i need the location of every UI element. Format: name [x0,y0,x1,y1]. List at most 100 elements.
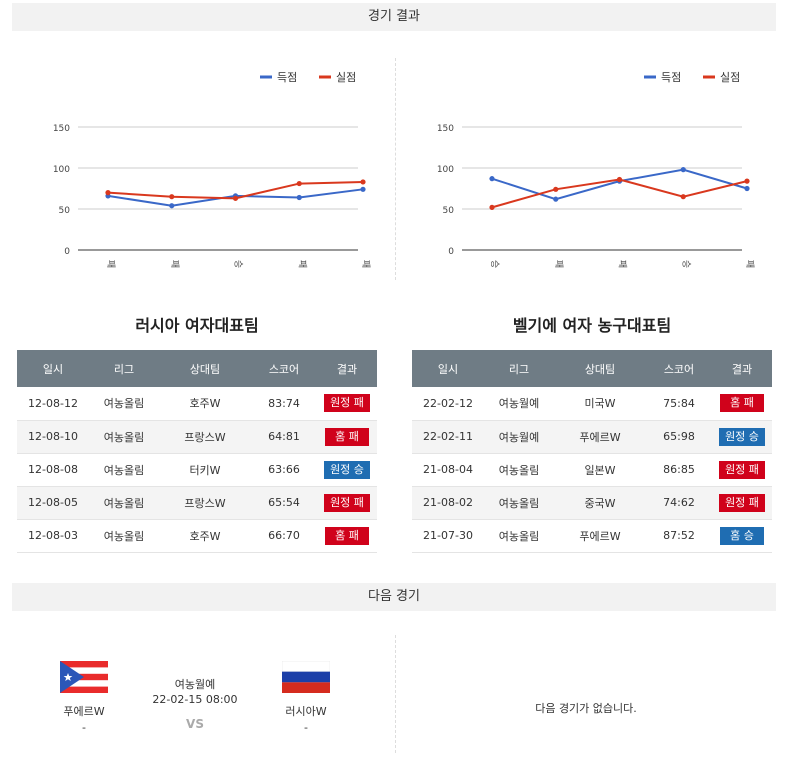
right-chart-svg: 득점 실점 150 100 50 0 승 패 패 승 패 [437,71,755,268]
result-cell: 홈 패 [317,519,377,553]
table-row[interactable]: 22-02-11 여농월예 푸에르W 65:98 원정 승 [412,420,772,454]
home-team-record: - [82,721,86,734]
next-match-panel: 푸에르W - 여농월예 22-02-15 08:00 VS 러시아W - [12,635,395,753]
date-cell: 22-02-12 [412,387,484,421]
league-cell: 여농올림 [89,420,159,454]
date-cell: 21-07-30 [412,519,484,553]
result-badge: 원정 패 [324,493,370,512]
column-header: 스코어 [646,350,712,387]
chart-legend: 득점 실점 [644,71,740,84]
date-cell: 21-08-02 [412,486,484,520]
conceded-series-point [105,190,111,196]
away-team-name: 러시아W [285,705,327,718]
legend-conceded-label: 실점 [720,71,740,84]
result-badge: 원정 승 [719,427,765,446]
result-cell: 원정 승 [712,420,772,454]
opponent-cell: 호주W [159,387,251,421]
league-cell: 여농월예 [484,387,554,421]
table-header-row: 일시 리그 상대팀 스코어 결과 [412,350,772,387]
table-row[interactable]: 12-08-05 여농올림 프랑스W 65:54 원정 패 [17,486,377,520]
conceded-series-point [360,179,366,185]
result-badge: 원정 패 [719,460,765,479]
result-badge: 원정 패 [324,394,370,413]
table-row[interactable]: 12-08-12 여농올림 호주W 83:74 원정 패 [17,387,377,421]
x-tick-label: 승 [680,260,691,268]
opponent-cell: 푸에르W [554,420,646,454]
scored-series-point [680,167,686,173]
scored-series-point [169,203,175,209]
russia-flag-icon [282,661,330,693]
score-cell: 63:66 [251,453,317,487]
league-cell: 여농올림 [484,519,554,553]
y-tick-label: 50 [59,206,71,216]
away-team[interactable]: 러시아W - [261,661,351,735]
legend-conceded-label: 실점 [336,71,356,84]
left-results-table: 일시 리그 상대팀 스코어 결과 12-08-12 여농올림 호주W 83:74 원정 패 12-… [17,350,377,553]
next-match-divider [395,635,396,753]
score-cell: 83:74 [251,387,317,421]
opponent-cell: 호주W [159,519,251,553]
match-info: 여농월예 22-02-15 08:00 VS [142,677,248,732]
results-section-header: 경기 결과 [12,3,776,31]
conceded-series-point [553,186,559,192]
x-tick-label: 패 [169,260,180,268]
table-row[interactable]: 21-08-04 여농올림 일본W 86:85 원정 패 [412,453,772,487]
column-header: 일시 [17,350,89,387]
left-team-title: 러시아 여자대표팀 [135,316,259,335]
opponent-cell: 프랑스W [159,420,251,454]
table-row[interactable]: 22-02-12 여농월예 미국W 75:84 홈 패 [412,387,772,421]
match-league: 여농월예 [174,678,216,691]
score-cell: 75:84 [646,387,712,421]
result-cell: 홈 패 [712,387,772,421]
score-cell: 87:52 [646,519,712,553]
date-cell: 12-08-03 [17,519,89,553]
date-cell: 22-02-11 [412,420,484,454]
column-header: 결과 [712,350,772,387]
column-header: 스코어 [251,350,317,387]
opponent-cell: 프랑스W [159,486,251,520]
table-row[interactable]: 21-07-30 여농올림 푸에르W 87:52 홈 승 [412,519,772,553]
column-header: 리그 [484,350,554,387]
puerto-rico-flag-icon [60,661,108,693]
y-tick-label: 150 [437,124,454,134]
score-cell: 74:62 [646,486,712,520]
y-tick-label: 0 [448,247,454,257]
result-badge: 홈 패 [720,394,764,413]
right-results-table: 일시 리그 상대팀 스코어 결과 22-02-12 여농월예 미국W 75:84 홈 패 22-0… [412,350,772,553]
conceded-series-point [296,180,302,187]
home-team-name: 푸에르W [63,705,105,718]
left-chart-svg: 득점 실점 150 100 50 0 패 패 승 패 패 [53,71,371,268]
scored-series-point [360,186,366,192]
x-tick-label: 패 [360,260,371,268]
match-datetime: 22-02-15 08:00 [152,693,238,706]
score-cell: 65:98 [646,420,712,454]
result-cell: 원정 패 [317,387,377,421]
scored-series-point [296,194,302,201]
opponent-cell: 미국W [554,387,646,421]
x-tick-label: 승 [233,260,244,268]
result-cell: 원정 패 [317,486,377,520]
result-badge: 홈 패 [325,427,369,446]
scored-series-line [491,168,748,201]
table-row[interactable]: 12-08-10 여농올림 프랑스W 64:81 홈 패 [17,420,377,454]
date-cell: 12-08-12 [17,387,89,421]
score-cell: 65:54 [251,486,317,520]
date-cell: 12-08-08 [17,453,89,487]
table-row[interactable]: 12-08-03 여농올림 호주W 66:70 홈 패 [17,519,377,553]
league-cell: 여농월예 [484,420,554,454]
table-row[interactable]: 12-08-08 여농올림 터키W 63:66 원정 승 [17,453,377,487]
column-header: 상대팀 [554,350,646,387]
result-cell: 홈 승 [712,519,772,553]
result-badge: 원정 승 [324,460,370,479]
table-row[interactable]: 21-08-02 여농올림 중국W 74:62 원정 패 [412,486,772,520]
league-cell: 여농올림 [89,519,159,553]
home-team[interactable]: 푸에르W - [39,661,129,735]
scored-series-point [553,196,559,202]
score-cell: 66:70 [251,519,317,553]
date-cell: 12-08-10 [17,420,89,454]
date-cell: 21-08-04 [412,453,484,487]
left-team-chart: 득점 실점 150 100 50 0 패 패 승 패 패 [12,50,392,280]
result-badge: 원정 패 [719,493,765,512]
result-cell: 원정 패 [712,486,772,520]
x-tick-label: 패 [553,260,564,268]
